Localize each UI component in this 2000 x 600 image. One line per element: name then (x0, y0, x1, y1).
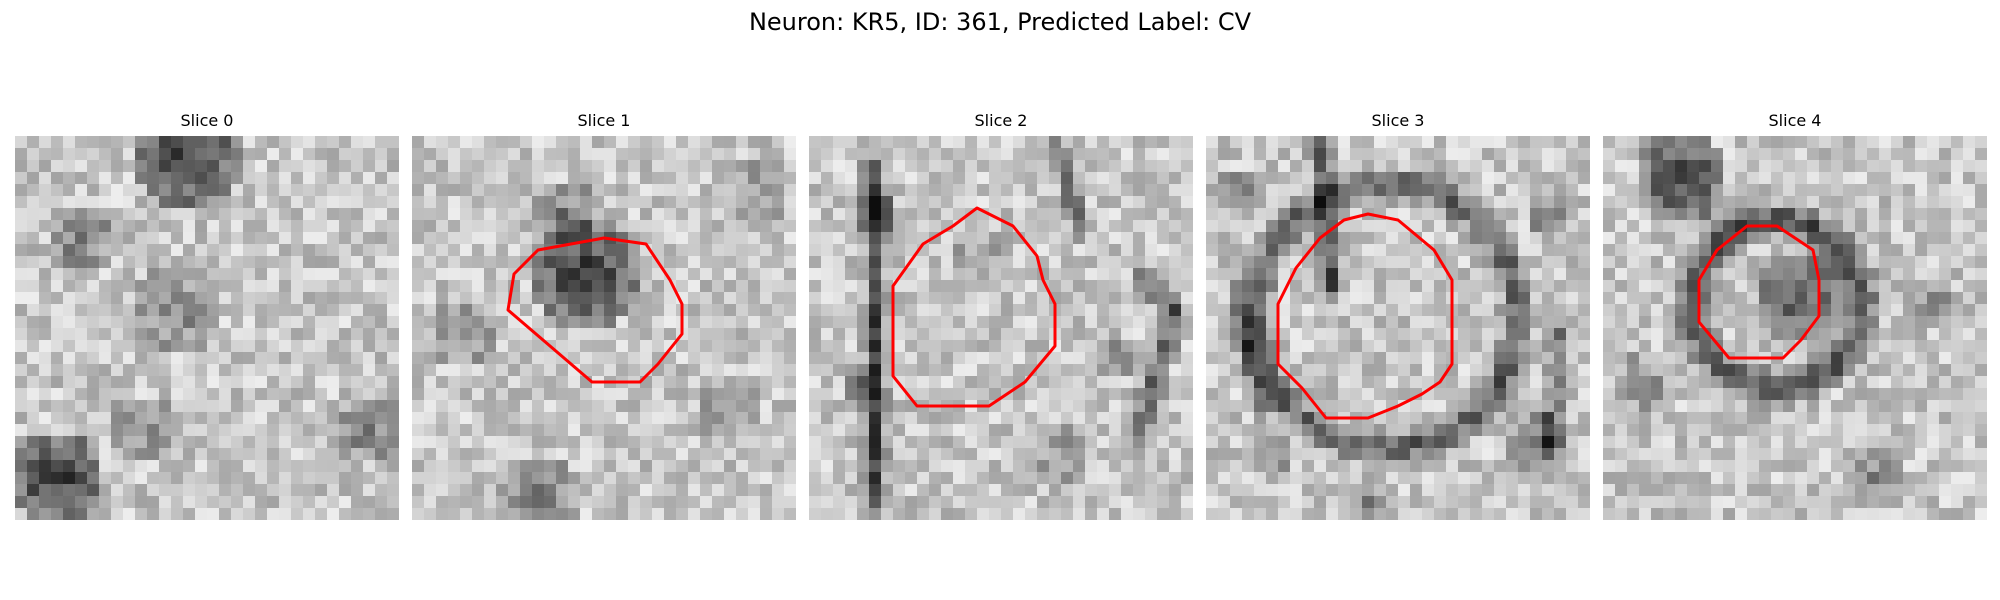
slice-image-2 (809, 136, 1193, 520)
slice-image-0 (15, 136, 399, 520)
contour-outline (1697, 224, 1821, 360)
contour-outline (1276, 212, 1454, 420)
slice-image-1 (412, 136, 796, 520)
slice-title: Slice 1 (577, 111, 631, 130)
contour-outline (506, 236, 684, 384)
slice-panel-0: Slice 0 (15, 110, 399, 520)
slice-panel-1: Slice 1 (412, 110, 796, 520)
figure-title: Neuron: KR5, ID: 361, Predicted Label: C… (748, 8, 1252, 36)
slice-title: Slice 3 (1371, 111, 1425, 130)
slice-image-3 (1206, 136, 1590, 520)
slice-panel-4: Slice 4 (1603, 110, 1987, 520)
slice-panel-3: Slice 3 (1206, 110, 1590, 520)
slice-panel-2: Slice 2 (809, 110, 1193, 520)
slice-title: Slice 2 (974, 111, 1028, 130)
slice-image-4 (1603, 136, 1987, 520)
slice-title: Slice 4 (1768, 111, 1822, 130)
slice-title: Slice 0 (180, 111, 234, 130)
contour-outline (891, 206, 1057, 408)
